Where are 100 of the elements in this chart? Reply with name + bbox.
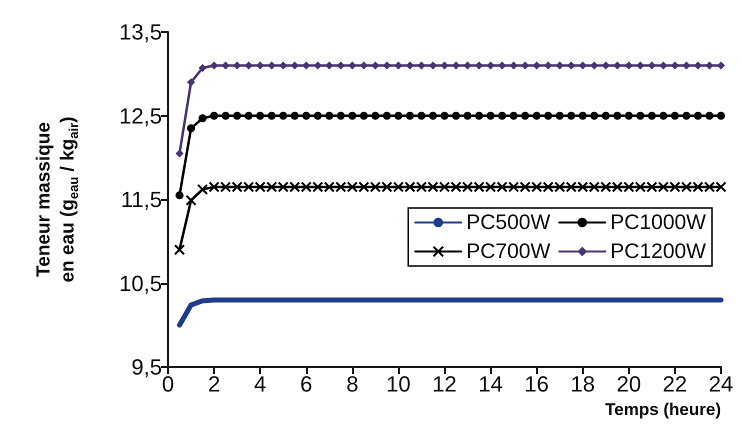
point [486, 112, 495, 120]
point [567, 112, 576, 120]
point [485, 181, 496, 192]
point [602, 62, 610, 70]
point [556, 62, 564, 70]
point [624, 112, 633, 120]
legend-label: PC700W [466, 240, 550, 263]
point [556, 112, 564, 120]
point [439, 181, 450, 192]
point [440, 112, 448, 120]
point [198, 114, 207, 122]
point [358, 181, 370, 192]
point [371, 112, 380, 120]
point [462, 181, 474, 192]
x-tick-label: 16 [524, 372, 549, 396]
point [450, 181, 462, 192]
point [346, 181, 358, 192]
point [312, 181, 324, 192]
point [335, 181, 346, 192]
point [602, 112, 610, 120]
point [256, 112, 264, 120]
point [406, 112, 414, 120]
x-tick-label: 14 [478, 372, 503, 396]
point [381, 181, 392, 192]
point [716, 181, 726, 192]
legend-label: PC500W [466, 211, 550, 234]
point [336, 62, 345, 70]
point [634, 181, 646, 192]
point [279, 62, 288, 70]
point [254, 181, 266, 192]
point [428, 112, 437, 120]
point [544, 62, 552, 70]
point [636, 62, 644, 70]
point [521, 62, 530, 70]
point [590, 112, 598, 120]
point [233, 112, 242, 120]
legend-label: PC1000W [610, 211, 706, 234]
point [348, 62, 356, 70]
point [705, 112, 714, 120]
point [314, 112, 322, 120]
y-tick-label: 10,5 [119, 270, 162, 296]
point [440, 62, 448, 70]
point [186, 194, 197, 206]
point [268, 62, 276, 70]
point [613, 112, 622, 120]
point [220, 181, 232, 192]
point [544, 112, 552, 120]
point [566, 181, 577, 192]
point [325, 112, 334, 120]
point [717, 62, 725, 70]
point [542, 181, 554, 192]
point [590, 62, 598, 70]
point [244, 112, 253, 120]
y-tick-label: 12,5 [119, 103, 162, 128]
point [394, 112, 402, 120]
point [210, 112, 218, 120]
point [670, 112, 679, 120]
point [646, 181, 658, 192]
point [613, 62, 622, 70]
point [174, 244, 186, 256]
point [577, 181, 588, 192]
point [325, 62, 334, 70]
point [416, 181, 427, 192]
legend-label: PC1200W [610, 240, 706, 263]
point [392, 181, 404, 192]
point [694, 112, 702, 120]
point [427, 181, 438, 192]
point [268, 112, 276, 120]
point [692, 181, 704, 192]
point [197, 184, 208, 195]
point [324, 181, 335, 192]
point [567, 62, 576, 70]
point [360, 62, 368, 70]
point [348, 112, 356, 120]
point [532, 62, 541, 70]
point [659, 112, 668, 120]
point [244, 62, 253, 70]
point [623, 181, 634, 192]
point [232, 181, 243, 192]
point [289, 181, 300, 192]
x-tick-label: 10 [386, 372, 411, 396]
point [510, 112, 518, 120]
x-tick-label: 12 [432, 372, 457, 396]
point [669, 181, 680, 192]
point [474, 181, 485, 192]
point [624, 62, 633, 70]
x-tick-label: 18 [570, 372, 595, 396]
point [521, 112, 530, 120]
y-tick-label: 11,5 [120, 187, 162, 212]
point [302, 62, 310, 70]
point [658, 181, 669, 192]
point [417, 112, 426, 120]
point [717, 112, 725, 120]
point [508, 181, 520, 192]
point [243, 181, 254, 192]
point [704, 181, 715, 192]
point [279, 112, 288, 120]
point [290, 112, 299, 120]
x-tick-label: 20 [616, 372, 642, 396]
point [532, 112, 541, 120]
